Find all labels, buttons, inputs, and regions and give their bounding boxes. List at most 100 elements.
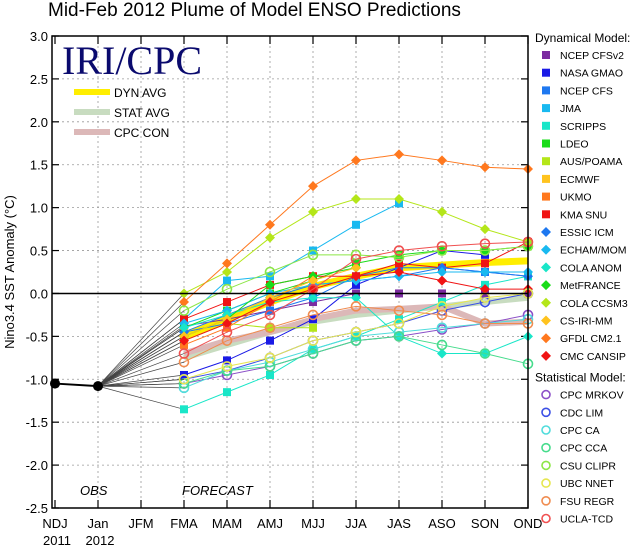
legend-label: CPC MRKOV bbox=[560, 390, 624, 402]
data-point bbox=[479, 348, 491, 359]
data-point bbox=[437, 206, 447, 217]
legend-marker bbox=[542, 51, 550, 59]
data-point bbox=[436, 240, 448, 252]
data-point bbox=[437, 275, 447, 286]
series-line bbox=[183, 305, 528, 363]
data-point bbox=[179, 297, 189, 308]
data-point bbox=[266, 336, 274, 345]
legend-label: CSU CLIPR bbox=[560, 460, 616, 472]
legend-label: ECHAM/MOM bbox=[560, 245, 627, 257]
y-tick-label: -0.5 bbox=[26, 329, 48, 344]
data-point bbox=[308, 181, 318, 192]
legend-label: KMA SNU bbox=[560, 209, 607, 221]
data-point bbox=[480, 224, 490, 235]
obs-connector bbox=[97, 301, 185, 387]
x-tick-label: Jan bbox=[88, 516, 109, 531]
data-point bbox=[265, 279, 275, 290]
data-point bbox=[223, 276, 231, 285]
data-point bbox=[264, 322, 276, 334]
data-point bbox=[436, 309, 448, 321]
legend-marker bbox=[542, 157, 550, 166]
data-point bbox=[180, 405, 188, 414]
legend-marker bbox=[542, 192, 550, 201]
forecast-annotation: FORECAST bbox=[182, 483, 254, 498]
obs-connector bbox=[97, 353, 185, 387]
legend-label: CPC CA bbox=[560, 425, 600, 437]
data-point bbox=[350, 253, 362, 265]
inset-legend-label: DYN AVG bbox=[114, 86, 166, 100]
chart-title: Mid-Feb 2012 Plume of Model ENSO Predict… bbox=[48, 0, 461, 21]
obs-connector bbox=[97, 374, 185, 387]
obs-connector bbox=[97, 385, 185, 389]
legend-label: GFDL CM2.1 bbox=[560, 333, 622, 345]
data-point bbox=[265, 297, 275, 308]
legend-marker bbox=[541, 297, 551, 308]
legend-label: UCLA-TCD bbox=[560, 514, 614, 526]
data-point bbox=[479, 238, 491, 249]
y-tick-label: -2.5 bbox=[26, 501, 48, 516]
data-point bbox=[394, 194, 404, 205]
y-tick-label: 1.5 bbox=[30, 158, 48, 173]
data-point bbox=[223, 356, 231, 365]
legend-marker bbox=[541, 350, 551, 361]
obs-point bbox=[93, 381, 103, 392]
data-point bbox=[309, 323, 317, 332]
data-point bbox=[264, 352, 276, 364]
y-tick-label: 0.5 bbox=[30, 244, 48, 259]
data-point bbox=[479, 245, 491, 256]
y-tick-label: 3.0 bbox=[30, 29, 48, 44]
obs-connector bbox=[97, 344, 185, 387]
year-label: 2011 bbox=[43, 533, 71, 546]
data-point bbox=[393, 305, 405, 316]
obs-connector bbox=[97, 361, 185, 387]
iri-cpc-logo: IRI/CPC bbox=[62, 38, 202, 83]
legend-marker bbox=[541, 227, 551, 237]
data-point bbox=[221, 326, 233, 338]
legend-marker bbox=[541, 407, 551, 418]
legend-label: ECMWF bbox=[560, 174, 600, 186]
inset-legend-label: CPC CON bbox=[114, 126, 169, 140]
legend-label: JMA bbox=[560, 103, 581, 115]
data-point bbox=[480, 162, 490, 173]
data-point bbox=[308, 206, 318, 217]
legend-marker bbox=[542, 174, 550, 183]
legend-label: UBC NNET bbox=[560, 478, 614, 490]
legend-marker bbox=[541, 425, 551, 435]
data-point bbox=[307, 249, 319, 261]
data-point bbox=[437, 155, 447, 166]
legend-marker bbox=[541, 315, 551, 326]
data-point bbox=[393, 252, 405, 263]
legend-label: NCEP CFS bbox=[560, 85, 613, 97]
legend-label: CDC LIM bbox=[560, 407, 603, 419]
data-point bbox=[437, 348, 447, 359]
data-point bbox=[394, 267, 404, 277]
legend-marker bbox=[541, 460, 551, 471]
y-axis-label: Nino3.4 SST Anomaly (°C) bbox=[2, 195, 17, 349]
legend-label: NASA GMAO bbox=[560, 68, 623, 80]
data-point bbox=[436, 322, 448, 334]
legend-marker bbox=[541, 495, 551, 506]
x-tick-label: ASO bbox=[428, 516, 455, 531]
obs-connector bbox=[97, 327, 185, 387]
average-legend: DYN AVG STAT AVG CPC CON bbox=[74, 86, 170, 140]
data-point bbox=[351, 155, 361, 166]
legend-marker bbox=[541, 478, 551, 488]
series-line bbox=[183, 335, 529, 385]
legend-marker bbox=[542, 121, 550, 130]
x-tick-label: MJJ bbox=[301, 516, 325, 531]
data-point bbox=[264, 266, 276, 278]
data-point bbox=[265, 219, 275, 230]
obs-connector bbox=[97, 336, 185, 387]
inset-legend-label: STAT AVG bbox=[114, 106, 170, 120]
legend-marker bbox=[542, 104, 550, 113]
plot-frame bbox=[51, 35, 529, 509]
data-point bbox=[352, 220, 360, 229]
data-point bbox=[266, 370, 274, 379]
legend-label: UKMO bbox=[560, 192, 592, 204]
year-label: 2012 bbox=[86, 533, 115, 546]
model-legend: Dynamical Model: NCEP CFSv2 NASA GMAO NCEP … bbox=[535, 31, 630, 526]
obs-connector bbox=[97, 385, 185, 410]
legend-marker bbox=[541, 280, 551, 291]
y-tick-label: 0.0 bbox=[30, 286, 48, 301]
x-tick-label: JJA bbox=[345, 516, 367, 531]
